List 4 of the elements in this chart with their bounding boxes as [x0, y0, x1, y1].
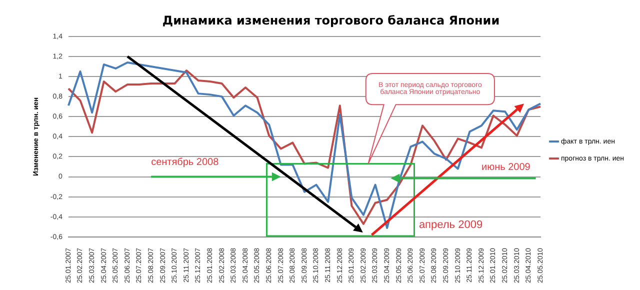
chart-title: Динамика изменения торгового баланса Японии — [162, 13, 500, 28]
annotation: сентябрь 2008 — [151, 156, 219, 168]
annotation: апрель 2009 — [418, 218, 483, 231]
annotation: июнь 2009 — [481, 162, 530, 174]
